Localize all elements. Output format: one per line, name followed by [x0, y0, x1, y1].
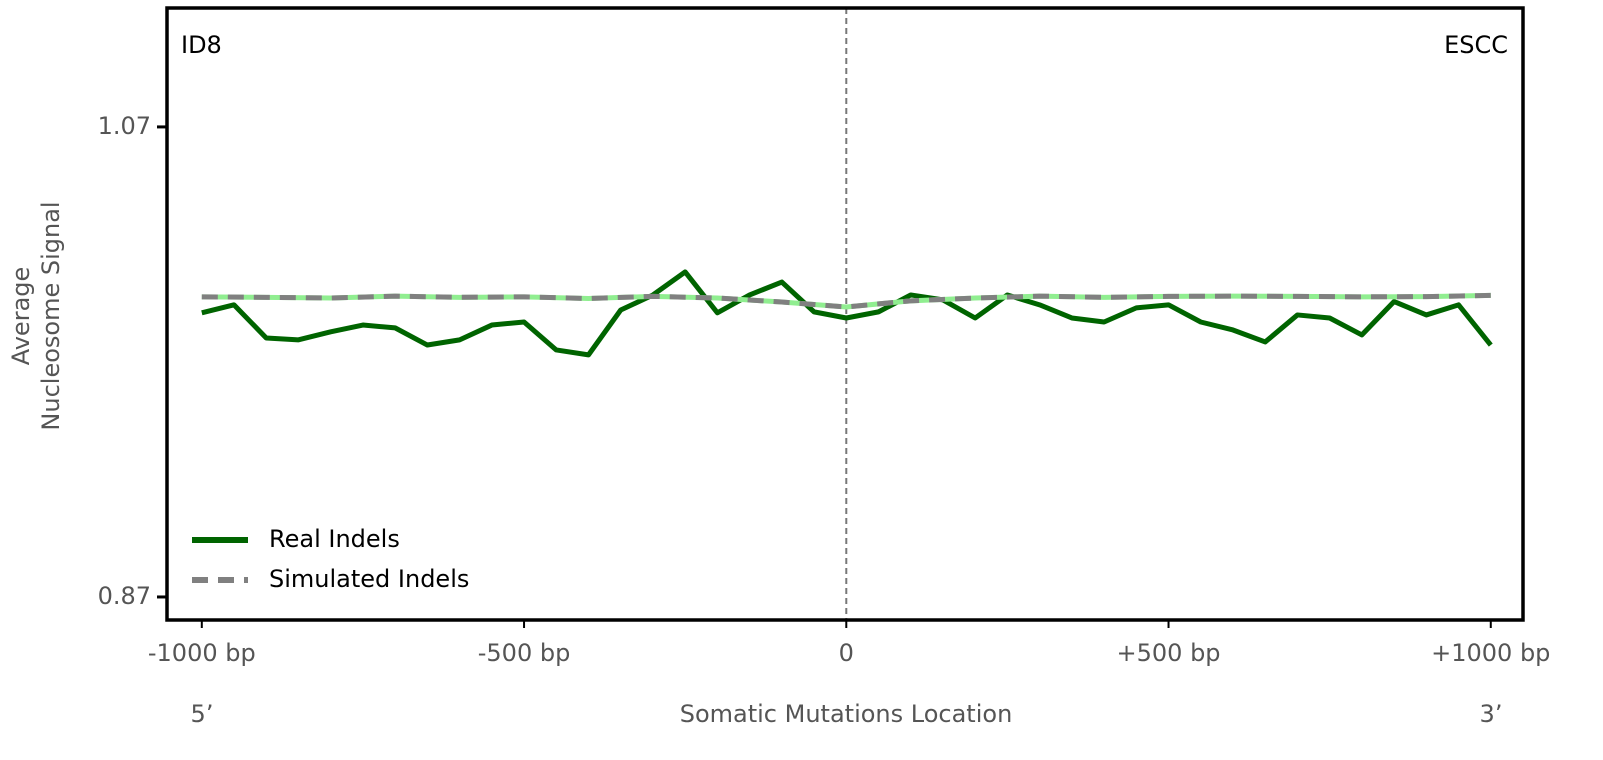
x-tick-label: 0 — [839, 639, 854, 667]
line — [201, 269, 1493, 358]
chart-title: ID8 — [181, 31, 222, 59]
y-axis-label: Average — [7, 267, 35, 366]
legend-label: Real Indels — [269, 525, 400, 553]
y-tick-label: 0.87 — [98, 582, 151, 610]
x-tick-label: -500 bp — [478, 639, 571, 667]
y-tick-label: 1.07 — [98, 112, 151, 140]
plot-frame — [165, 6, 1525, 622]
x-tick-label: +500 bp — [1117, 639, 1221, 667]
x-tick-label: +1000 bp — [1431, 639, 1550, 667]
annotation: 5’ — [191, 700, 214, 728]
line — [201, 292, 1491, 310]
x-tick-label: -1000 bp — [148, 639, 256, 667]
chart-subtitle: ESCC — [1444, 31, 1508, 59]
x-axis-label: Somatic Mutations Location — [680, 700, 1013, 728]
annotation: 3’ — [1480, 700, 1503, 728]
legend-label: Simulated Indels — [269, 565, 469, 593]
y-axis-label: Nucleosome Signal — [37, 201, 65, 430]
